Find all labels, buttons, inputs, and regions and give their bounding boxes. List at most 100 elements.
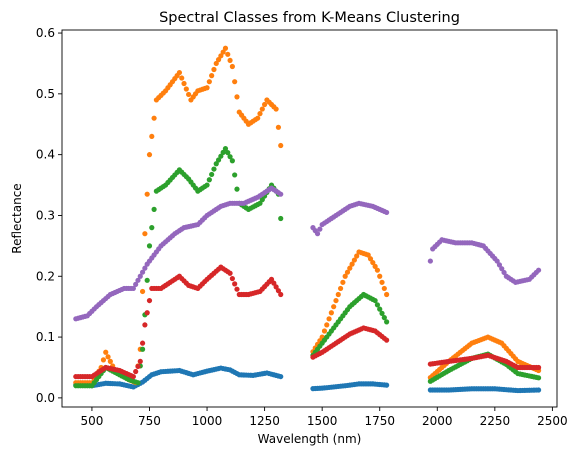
data-point <box>146 243 153 249</box>
data-point <box>227 270 233 276</box>
data-point <box>321 328 328 334</box>
data-point <box>427 258 433 264</box>
data-point <box>337 285 344 292</box>
data-point <box>257 111 263 117</box>
data-point <box>209 73 215 79</box>
data-point <box>151 115 157 121</box>
data-point <box>255 115 261 121</box>
data-point <box>384 319 390 325</box>
data-point <box>370 259 376 266</box>
data-point <box>144 277 150 283</box>
data-point <box>135 363 141 370</box>
data-point <box>275 288 282 294</box>
x-tick-label: 1500 <box>307 414 338 428</box>
data-point <box>149 225 155 231</box>
data-point <box>328 310 334 316</box>
data-point <box>347 265 353 271</box>
y-tick-label: 0.1 <box>36 330 55 344</box>
data-point <box>535 267 542 273</box>
data-point <box>222 45 229 51</box>
data-point <box>146 152 153 158</box>
data-point <box>271 280 277 286</box>
data-point <box>105 354 111 360</box>
data-point <box>218 53 224 59</box>
data-point <box>377 306 383 312</box>
data-point <box>232 79 238 85</box>
x-tick-label: 750 <box>138 414 161 428</box>
data-point <box>206 177 212 183</box>
data-point <box>354 253 360 259</box>
data-point <box>278 142 284 149</box>
data-point <box>181 80 187 87</box>
data-point <box>144 191 150 197</box>
data-point <box>381 285 387 292</box>
data-point <box>135 277 141 283</box>
data-point <box>135 380 141 386</box>
data-point <box>204 85 210 91</box>
data-point <box>349 261 355 267</box>
data-point <box>229 158 235 164</box>
data-point <box>137 273 143 279</box>
data-point <box>278 373 284 380</box>
data-point <box>215 57 222 63</box>
x-tick-label: 1000 <box>192 414 223 428</box>
data-point <box>215 157 222 163</box>
y-tick-label: 0.6 <box>36 26 55 40</box>
data-point <box>278 291 284 298</box>
data-point <box>151 206 157 212</box>
data-point <box>222 145 229 152</box>
data-point <box>501 269 507 276</box>
data-point <box>133 281 139 287</box>
data-point <box>384 337 390 343</box>
data-point <box>139 269 146 275</box>
series-4-points <box>73 264 542 380</box>
data-point <box>204 182 210 188</box>
data-point <box>186 91 192 98</box>
y-tick-label: 0.2 <box>36 269 55 283</box>
data-point <box>273 106 279 112</box>
data-point <box>381 315 387 321</box>
data-points-layer <box>73 45 542 394</box>
data-point <box>142 265 148 271</box>
data-point <box>262 101 268 108</box>
data-point <box>229 275 235 282</box>
data-point <box>232 172 238 178</box>
data-point <box>314 231 321 237</box>
data-point <box>351 257 357 263</box>
data-point <box>379 310 385 316</box>
data-point <box>137 358 143 364</box>
data-point <box>133 368 139 375</box>
data-point <box>107 358 113 364</box>
x-axis-ticks: 500 750 1000 1250 1500 1750 2000 2250 2500 <box>80 407 568 428</box>
data-point <box>494 258 500 264</box>
data-point <box>149 133 155 140</box>
x-tick-label: 2250 <box>480 414 511 428</box>
data-point <box>225 51 231 57</box>
data-point <box>273 284 279 290</box>
data-point <box>225 150 231 156</box>
data-point <box>326 316 332 322</box>
data-point <box>142 322 148 328</box>
data-point <box>268 276 275 282</box>
data-point <box>234 94 240 100</box>
data-point <box>220 49 226 55</box>
data-point <box>146 297 153 304</box>
y-tick-label: 0.4 <box>36 148 55 162</box>
data-point <box>384 209 390 216</box>
data-point <box>206 79 212 85</box>
data-point <box>374 267 381 273</box>
x-axis-label: Wavelength (nm) <box>258 432 362 446</box>
data-point <box>384 291 390 298</box>
data-point <box>377 273 383 279</box>
data-point <box>259 106 265 112</box>
data-point <box>372 297 378 304</box>
data-point <box>139 340 146 346</box>
data-point <box>278 191 284 197</box>
data-point <box>176 69 183 76</box>
data-point <box>374 302 381 308</box>
data-point <box>234 186 240 192</box>
data-point <box>211 166 217 172</box>
data-point <box>139 346 146 352</box>
data-point <box>220 149 226 155</box>
data-point <box>384 382 390 388</box>
